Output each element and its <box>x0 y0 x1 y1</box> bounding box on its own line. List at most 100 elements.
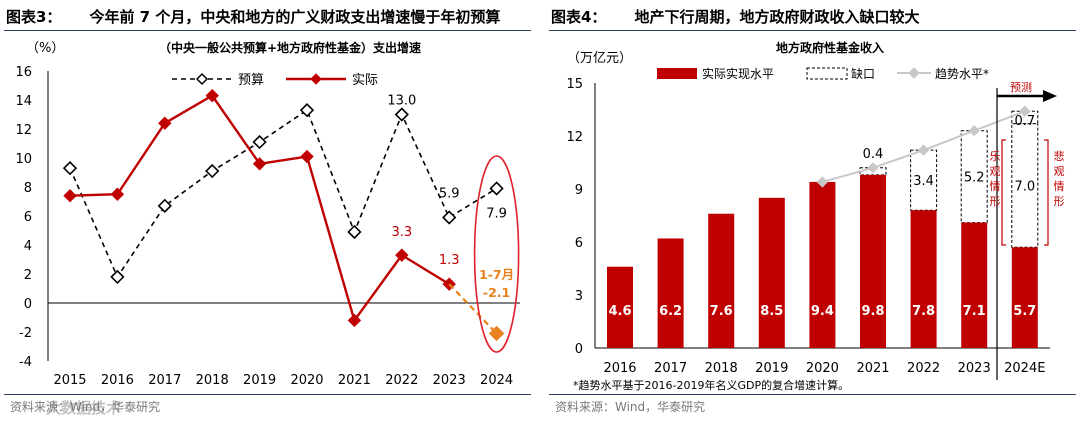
x-tick-label: 2022 <box>907 361 940 376</box>
right-figure-caption: 地产下行周期，地方政府财政收入缺口较大 <box>634 8 920 26</box>
y-tick-label: 3 <box>575 289 583 304</box>
bar-value-label: 6.2 <box>659 304 682 319</box>
watermark: 大数据技术 <box>46 399 122 417</box>
budget-point <box>110 269 125 285</box>
y-tick-label: -2 <box>19 326 32 341</box>
actual-point <box>110 187 125 201</box>
y-tick-label: 0 <box>575 342 583 357</box>
gap-value-label: 7.0 <box>1014 179 1035 194</box>
actual-point <box>347 313 362 328</box>
left-line-chart: （中央一般公共预算+地方政府性基金）支出增速 （%） -4 -2 0 2 4 6 8 10 12 14… <box>15 40 520 388</box>
y-tick-label: 8 <box>24 181 32 196</box>
y-tick-label: 10 <box>15 152 32 167</box>
actual-point <box>205 88 219 103</box>
legend-gap-swatch <box>806 67 848 80</box>
x-tick-label: 2023 <box>958 361 991 376</box>
optimistic-bracket <box>1001 139 1006 246</box>
x-tick-label: 2020 <box>290 373 323 388</box>
gap-value-label: 3.4 <box>913 174 934 189</box>
forecast-label: 预测 <box>1010 81 1032 94</box>
legend-actual-label: 实际实现水平 <box>702 66 774 81</box>
x-tick-label: 2019 <box>243 373 276 388</box>
budget-point <box>205 163 220 179</box>
y-tick-label: 16 <box>15 65 32 80</box>
right-figure-number: 图表4： <box>551 8 607 26</box>
legend-budget-label: 预算 <box>238 73 264 88</box>
data-label: 5.9 <box>439 186 460 201</box>
bar-value-label: 7.1 <box>963 304 986 319</box>
budget-point <box>157 198 172 213</box>
y-tick-label: -4 <box>19 355 32 370</box>
y-axis-label: （万亿元） <box>567 51 632 66</box>
x-tick-label: 2021 <box>338 373 371 388</box>
legend-actual-label: 实际 <box>352 73 378 88</box>
actual-point <box>300 149 314 164</box>
x-tick-label: 2019 <box>755 361 788 376</box>
actual-point <box>158 116 172 130</box>
data-label: 1.3 <box>439 253 460 268</box>
y-tick-label: 6 <box>24 210 32 225</box>
budget-point <box>299 103 315 118</box>
trend-point <box>816 176 829 188</box>
legend-actual-marker <box>310 73 322 85</box>
actual-bar <box>860 174 886 348</box>
left-source-rule <box>4 394 531 395</box>
x-tick-label: 2020 <box>806 361 839 376</box>
x-tick-label: 2018 <box>705 361 738 376</box>
x-tick-label: 2023 <box>433 373 466 388</box>
data-label: 13.0 <box>387 94 416 109</box>
optimistic-label: 情 <box>990 180 1001 193</box>
right-bar-chart: 地方政府性基金收入 （万亿元） 实际实现水平 缺口 趋势水平* 0 3 6 9 12 15 4.6 6.… <box>566 40 1065 392</box>
actual-point <box>395 248 409 262</box>
budget-point <box>252 134 267 150</box>
pessimistic-label: 观 <box>1054 165 1065 178</box>
bar-value-label: 8.5 <box>760 304 783 319</box>
bar-value-label: 7.8 <box>912 304 935 319</box>
actual-series-line <box>69 94 450 324</box>
optimistic-label: 乐 <box>990 150 1001 163</box>
pessimistic-label: 形 <box>1054 195 1065 208</box>
gap-value-label: 0.4 <box>863 147 884 162</box>
actual-bar <box>809 181 836 348</box>
left-title-rule <box>4 30 531 31</box>
bar-value-label: 7.6 <box>710 304 733 319</box>
x-tick-label: 2024E <box>1004 361 1045 376</box>
forecast-arrow-head <box>1043 90 1057 102</box>
legend-trend-label: 趋势水平* <box>935 67 989 81</box>
bar-value-label: 9.8 <box>861 304 884 319</box>
data-label: 3.3 <box>391 225 412 240</box>
partial-year-label: 1-7月 <box>479 267 514 282</box>
y-tick-label: 6 <box>575 236 583 251</box>
left-figure-heading: 图表3： 今年前 7 个月，中央和地方的广义财政支出增速慢于年初预算 <box>6 6 500 27</box>
data-label: 7.9 <box>486 206 507 221</box>
trend-point <box>917 144 930 156</box>
y-tick-label: 12 <box>15 123 32 138</box>
left-figure-caption: 今年前 7 个月，中央和地方的广义财政支出增速慢于年初预算 <box>89 8 501 26</box>
actual-bar <box>607 266 633 348</box>
budget-series-line <box>69 108 498 279</box>
left-figure-panel: 图表3： 今年前 7 个月，中央和地方的广义财政支出增速慢于年初预算 （中央一般公… <box>0 0 535 427</box>
right-source-text: 资料来源：Wind，华泰研究 <box>555 400 706 414</box>
y-tick-label: 14 <box>15 94 32 109</box>
left-figure-number: 图表3： <box>6 8 62 26</box>
bar-value-label: 9.4 <box>811 304 834 319</box>
optimistic-label: 观 <box>990 165 1001 178</box>
legend-budget-marker <box>195 72 209 86</box>
budget-point <box>347 224 362 240</box>
x-tick-label: 2016 <box>101 373 134 388</box>
partial-year-connector <box>448 283 498 335</box>
x-tick-label: 2018 <box>196 373 229 388</box>
gap-box <box>1011 123 1039 248</box>
y-tick-label: 2 <box>24 268 32 283</box>
pessimistic-bracket <box>1044 139 1049 246</box>
y-axis-label: （%） <box>26 41 64 56</box>
highlight-ellipse <box>473 155 520 353</box>
actual-bar <box>758 197 785 348</box>
gap-box <box>960 130 988 224</box>
actual-bar <box>1011 247 1038 348</box>
footnote: *趋势水平基于2016-2019年名义GDP的复合增速计算。 <box>573 378 849 392</box>
budget-point <box>62 161 78 176</box>
left-source-text: 资料来源：Wind，华泰研究 <box>10 400 161 414</box>
chart-title: 地方政府性基金收入 <box>776 40 884 55</box>
legend-trend-marker <box>908 67 920 79</box>
